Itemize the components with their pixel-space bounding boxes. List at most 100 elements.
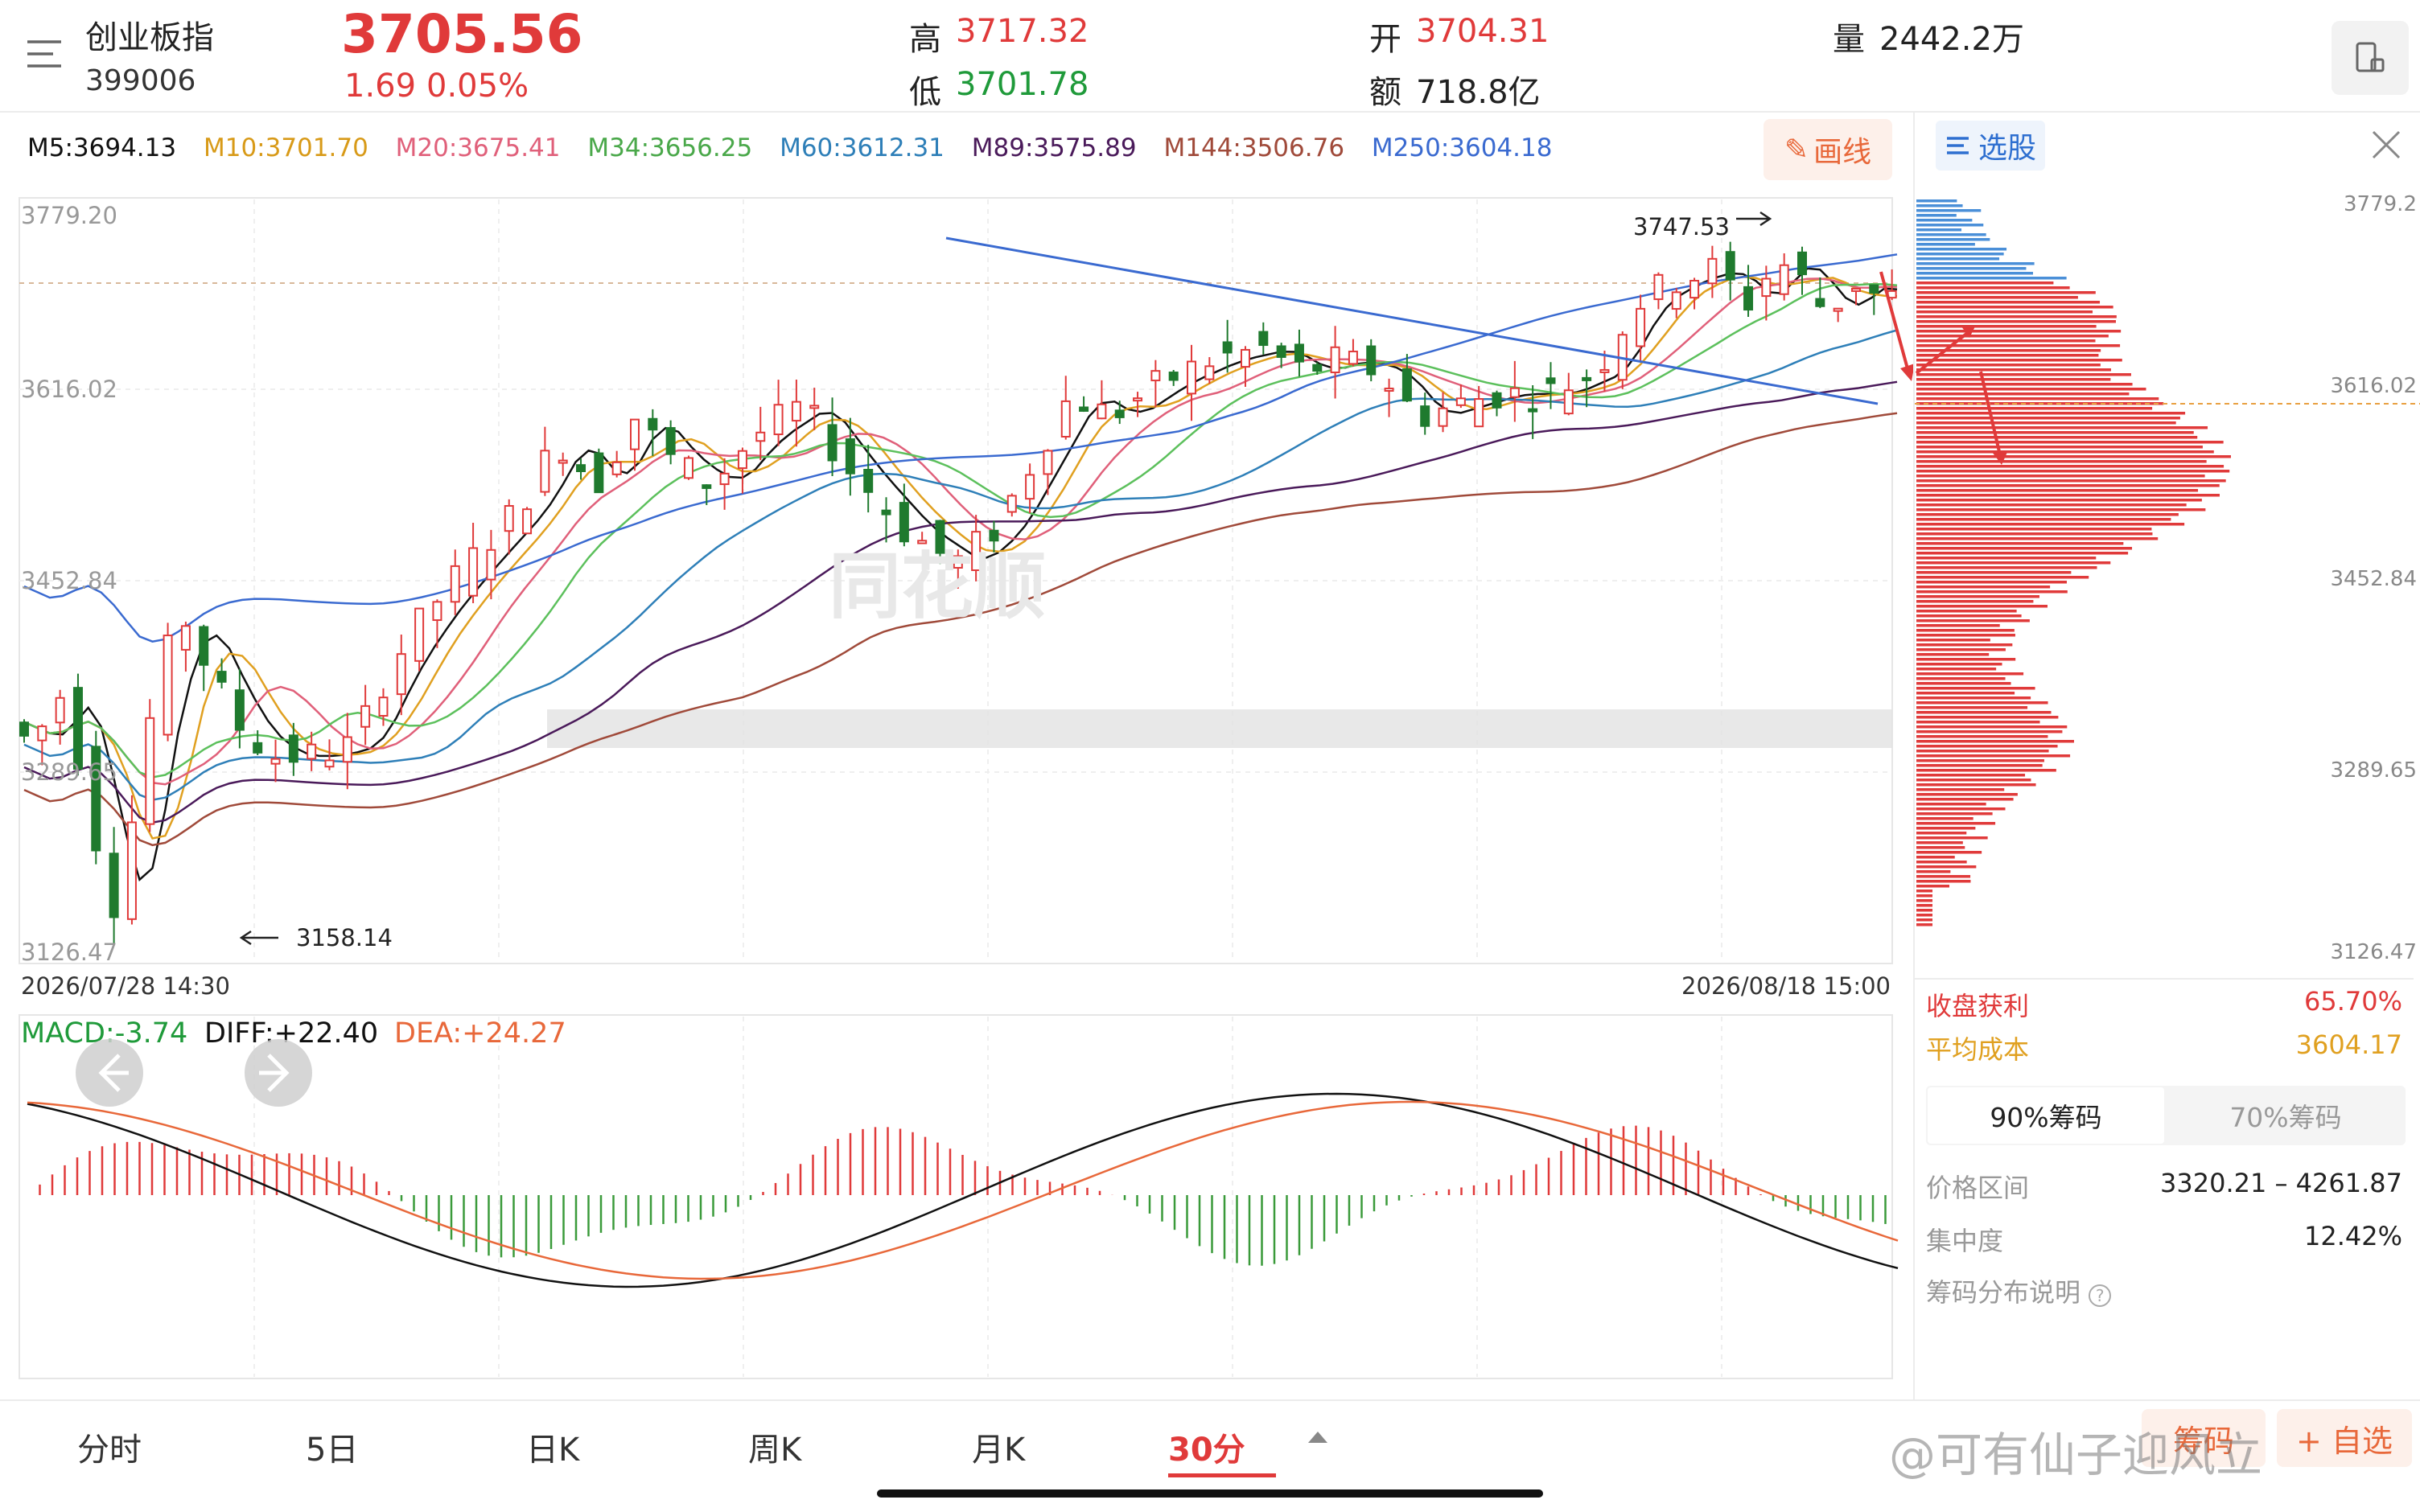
chip-bar [1916,822,1996,825]
chip-bar [1916,701,2048,705]
price-change: 1.69 [344,68,417,105]
candle-body [1582,376,1592,381]
candle-body [1384,388,1394,392]
high-label: 高 [909,21,941,58]
candle-body [1869,284,1879,294]
profit-label: 收盘获利 [1926,991,2030,1021]
candle-body [737,450,747,470]
chip-bar [1916,779,2031,782]
chip-bar [1916,335,2109,338]
candle-body [450,565,460,603]
tab-intraday[interactable]: 分时 [77,1432,142,1469]
chip-bar [1916,653,1990,656]
tab-weekly-k[interactable]: 周K [748,1432,802,1469]
tab-monthly-k[interactable]: 月K [972,1432,1026,1469]
dea-line [27,1100,1899,1280]
candle-body [1653,273,1664,301]
chip-bar [1916,475,2205,478]
draw-line-button[interactable]: ✎ 画线 [1764,119,1892,180]
candle-body [91,746,101,852]
tab-daily-k[interactable]: 日K [526,1432,580,1469]
candle-body [1779,264,1789,295]
chip-button[interactable]: 筹码 [2142,1409,2266,1467]
candle-body [1025,474,1035,500]
candle-body [702,484,712,489]
candle-body [648,417,658,431]
close-icon[interactable] [2369,127,2404,162]
ma-legend: M5:3694.13 M10:3701.70 M20:3675.41 M34:3… [27,134,1571,162]
tab-30min[interactable]: 30分 [1168,1432,1245,1469]
chip-explain-label: 筹码分布说明 [1926,1277,2081,1308]
landscape-toggle-button[interactable] [2332,21,2409,95]
chip-bar [1916,812,1993,816]
stock-select-tab[interactable]: 选股 [1936,121,2045,171]
tab-90-chip[interactable]: 90%筹码 [1926,1086,2166,1145]
candlestick-chart[interactable]: 同花顺 3779.20 3616.02 3452.84 3289.65 3126… [0,185,1913,1399]
y-label-3: 3452.84 [21,567,117,594]
chip-bar [1916,296,2078,299]
candle-body [324,759,335,768]
chip-bar [1916,870,1951,873]
chip-bar [1916,315,2117,318]
trend-line [945,236,1879,405]
tab-active-underline [1168,1473,1276,1477]
candle-body [1168,372,1179,381]
menu-icon[interactable] [24,34,64,74]
candle-body [1204,365,1215,380]
candle-body [1133,397,1143,402]
chip-bar [1916,224,1984,227]
expand-caret-icon[interactable] [1308,1432,1327,1443]
chip-bar [1916,600,2034,603]
candle-body [863,469,874,493]
chip-bar [1916,716,2059,719]
candle-body [971,531,982,571]
avg-cost-value: 3604.17 [2295,1029,2402,1060]
weibo-watermark: @可有仙子迎风立 [1889,1428,2263,1482]
tab-70-chip[interactable]: 70%筹码 [2229,1102,2342,1133]
next-arrow-button[interactable] [245,1039,312,1107]
chip-bar [1916,330,2122,333]
chip-bar [1916,687,2035,690]
chip-bar [1916,421,2176,425]
add-watchlist-button[interactable]: + 自选 [2277,1409,2412,1467]
candle-body [1725,251,1735,281]
avg-cost-label: 平均成本 [1926,1034,2030,1065]
current-price: 3705.56 [341,3,583,65]
candle-body [145,717,155,825]
candle-body [378,696,389,717]
chip-bar [1916,832,1967,835]
candle-body [1401,368,1412,402]
tab-5day[interactable]: 5日 [306,1432,359,1469]
chip-bar [1916,923,1932,927]
candle-body [1097,403,1107,420]
chip-bar [1916,783,2036,787]
candle-body [611,461,622,475]
chip-bar [1916,262,2035,265]
low-value: 3701.78 [956,66,1089,103]
chip-bar [1916,272,2033,275]
candle-body [755,431,766,442]
chip-bar [1916,547,2133,550]
chip-bar [1916,518,2171,521]
candle-body [342,736,352,763]
chip-bar [1916,619,2030,622]
candle-body [216,671,227,683]
chip-bar [1916,861,1967,864]
candle-body [1833,307,1843,312]
date-end: 2026/08/18 15:00 [1681,972,1891,1000]
prev-arrow-button[interactable] [76,1039,143,1107]
concentration-value: 12.42% [2303,1221,2402,1251]
candle-body [1294,343,1304,363]
chip-y-label-5: 3126.47 [2330,940,2417,964]
candle-body [1276,345,1286,358]
candle-body [1671,291,1681,310]
chip-bar [1916,610,2017,613]
chip-tabs: 90%筹码 70%筹码 [1926,1086,2406,1145]
candle-body [234,689,245,731]
chip-bar [1916,301,2101,304]
candle-body [1006,495,1017,513]
candle-body [1079,406,1089,412]
diff-line [27,1092,1899,1288]
chip-bar [1916,450,2214,454]
chip-bar [1916,721,2040,724]
